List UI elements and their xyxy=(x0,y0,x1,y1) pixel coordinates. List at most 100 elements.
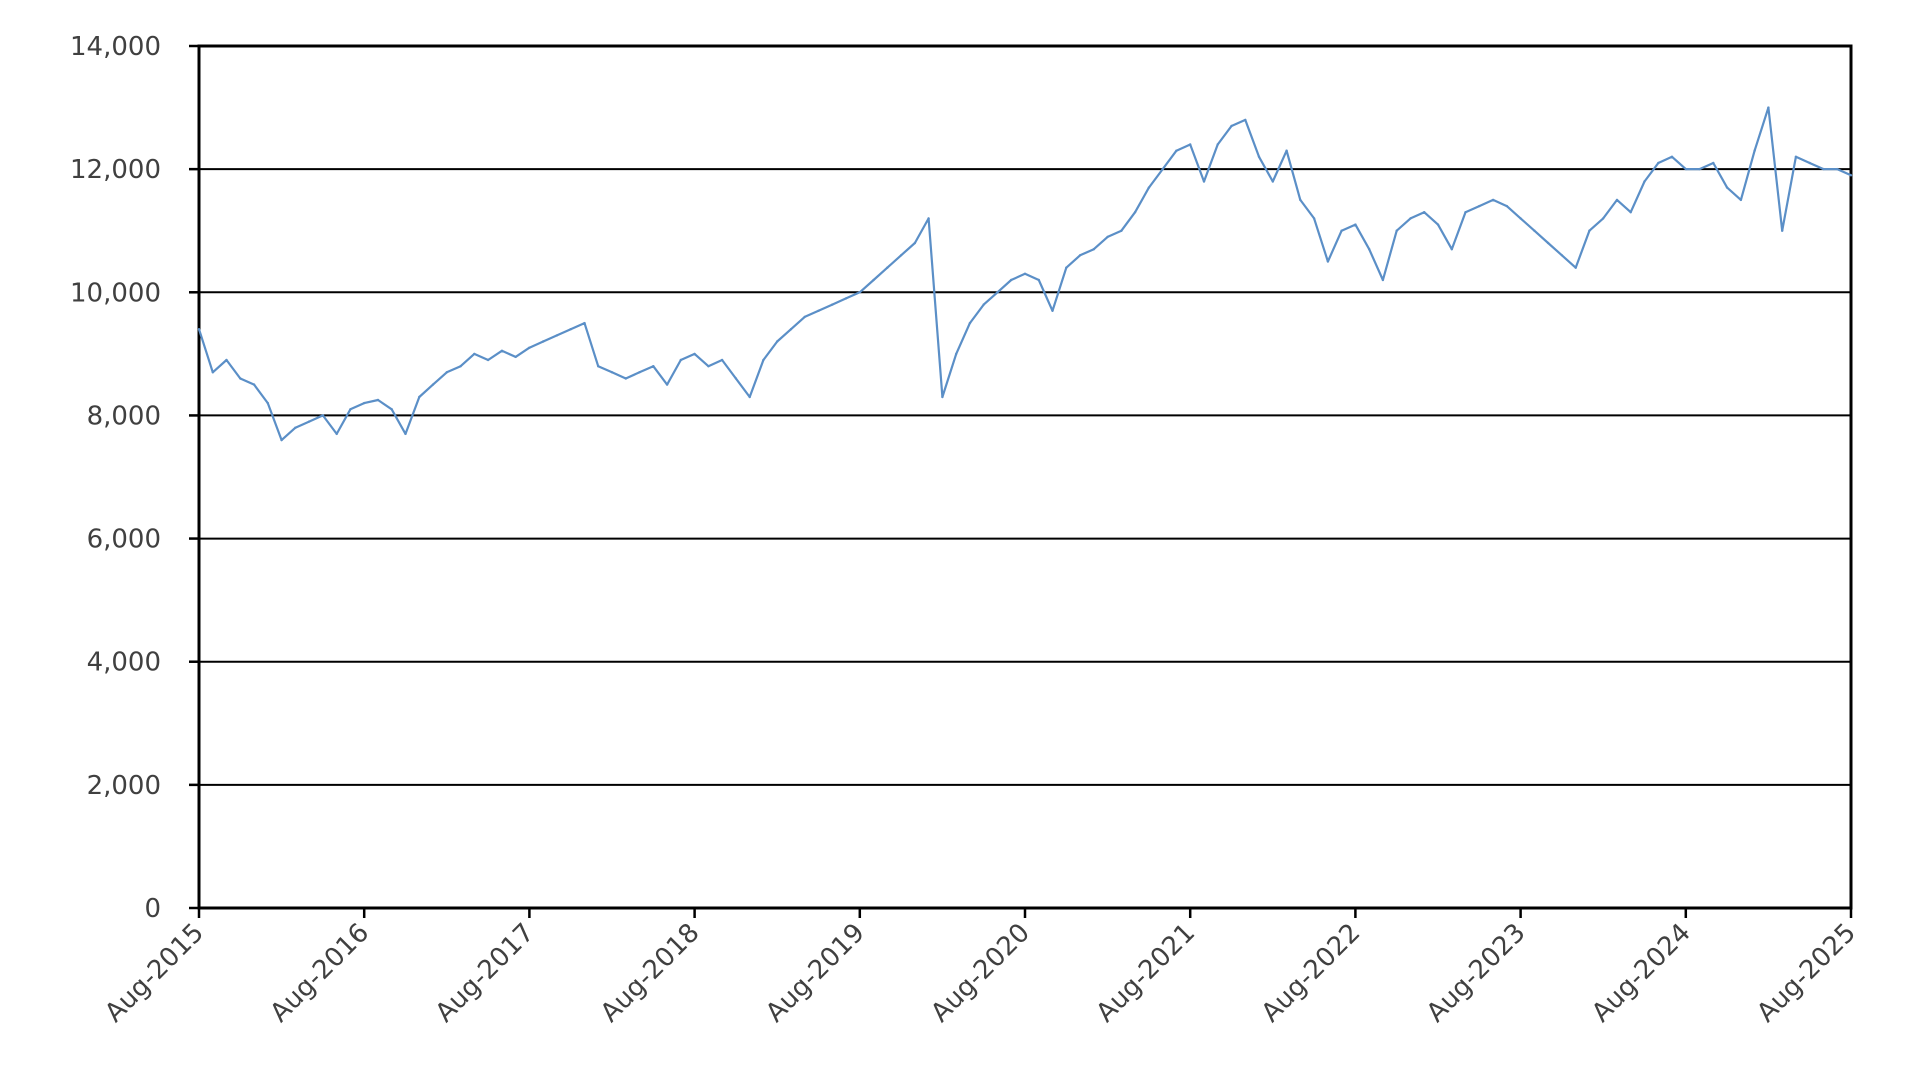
data-point-0-42 xyxy=(776,340,779,343)
data-point-0-32 xyxy=(638,371,641,374)
data-point-0-48 xyxy=(858,291,861,294)
data-point-0-17 xyxy=(431,383,435,386)
data-point-0-90 xyxy=(1436,223,1440,226)
data-point-0-109 xyxy=(1698,167,1701,171)
y-axis-tick-labels: 0 2,000 4,000 6,000 8,000 10,000 12,000 14,000 xyxy=(70,32,161,924)
data-point-0-78 xyxy=(1271,180,1275,183)
data-point-0-53 xyxy=(927,217,930,220)
data-point-0-29 xyxy=(597,365,600,368)
data-point-0-86 xyxy=(1381,278,1385,282)
data-point-0-54 xyxy=(941,395,944,399)
data-point-0-74 xyxy=(1216,143,1219,146)
data-point-0-87 xyxy=(1395,229,1398,232)
y-tick-label-2: 4,000 xyxy=(87,648,161,678)
data-point-0-52 xyxy=(913,241,917,245)
data-point-0-67 xyxy=(1120,229,1123,232)
data-point-0-118 xyxy=(1822,167,1825,171)
data-point-0-97 xyxy=(1533,229,1536,232)
data-point-0-56 xyxy=(968,321,972,325)
x-tick-label-1: Aug-2016 xyxy=(265,918,376,1029)
data-point-0-18 xyxy=(445,371,448,374)
data-point-0-44 xyxy=(803,315,806,319)
data-point-0-15 xyxy=(404,432,407,436)
data-point-0-27 xyxy=(569,328,572,331)
data-point-0-83 xyxy=(1340,229,1343,232)
data-point-0-16 xyxy=(418,395,421,399)
data-point-0-88 xyxy=(1409,217,1412,220)
data-point-0-49 xyxy=(872,278,875,282)
data-point-0-40 xyxy=(748,395,751,399)
data-point-0-72 xyxy=(1189,143,1192,146)
data-point-0-64 xyxy=(1078,254,1082,257)
data-point-0-7 xyxy=(294,426,297,429)
y-tick-label-7: 14,000 xyxy=(70,32,161,62)
data-point-0-94 xyxy=(1491,198,1495,202)
data-point-0-71 xyxy=(1175,149,1178,152)
data-point-0-57 xyxy=(982,303,985,306)
data-point-0-55 xyxy=(955,352,958,356)
data-point-0-8 xyxy=(307,420,311,423)
data-point-0-45 xyxy=(817,309,820,312)
y-tick-label-5: 10,000 xyxy=(70,278,161,308)
data-point-0-98 xyxy=(1546,241,1550,245)
data-point-0-31 xyxy=(624,377,627,380)
data-point-0-20 xyxy=(473,352,476,356)
data-point-0-58 xyxy=(996,291,999,294)
data-point-0-107 xyxy=(1670,155,1674,158)
data-point-0-101 xyxy=(1588,229,1591,232)
data-point-0-100 xyxy=(1574,266,1577,269)
data-point-0-41 xyxy=(762,358,765,362)
data-point-0-59 xyxy=(1010,278,1013,282)
data-point-0-113 xyxy=(1753,149,1756,152)
plot-border xyxy=(197,44,1853,910)
y-tick-label-0: 0 xyxy=(144,894,161,924)
data-point-0-93 xyxy=(1478,204,1481,208)
x-tick-label-10: Aug-2025 xyxy=(1751,918,1862,1029)
data-point-0-84 xyxy=(1354,223,1357,226)
data-point-0-37 xyxy=(707,365,710,368)
data-point-0-34 xyxy=(665,383,669,386)
data-point-0-46 xyxy=(831,303,834,306)
data-point-0-106 xyxy=(1657,161,1660,165)
data-point-0-76 xyxy=(1244,118,1247,122)
x-tick-label-3: Aug-2018 xyxy=(595,918,706,1029)
data-point-0-69 xyxy=(1147,186,1151,189)
data-point-0-75 xyxy=(1230,124,1233,128)
data-point-0-103 xyxy=(1615,198,1619,202)
data-point-0-105 xyxy=(1643,180,1646,183)
x-tick-label-8: Aug-2023 xyxy=(1421,918,1532,1029)
data-point-0-81 xyxy=(1312,217,1316,220)
data-point-0-61 xyxy=(1037,278,1041,282)
x-tick-label-6: Aug-2021 xyxy=(1091,918,1202,1029)
data-point-0-65 xyxy=(1092,248,1096,251)
data-point-0-6 xyxy=(280,438,283,442)
y-tick-label-3: 6,000 xyxy=(87,525,161,555)
data-point-0-4 xyxy=(252,383,256,386)
x-tick-label-0: Aug-2015 xyxy=(99,918,210,1029)
data-point-0-19 xyxy=(459,365,462,368)
data-point-0-24 xyxy=(528,346,531,349)
x-axis-tick-labels: Aug-2015 Aug-2016 Aug-2017 Aug-2018 Aug-2019… xyxy=(99,918,1862,1029)
data-point-0-47 xyxy=(844,297,848,300)
data-point-0-63 xyxy=(1065,266,1068,269)
data-point-0-23 xyxy=(514,355,517,359)
data-point-0-1 xyxy=(211,371,214,374)
data-point-0-35 xyxy=(679,358,682,362)
data-point-0-22 xyxy=(500,349,504,352)
data-point-0-2 xyxy=(225,358,228,362)
data-point-0-120 xyxy=(1849,174,1853,177)
data-point-0-38 xyxy=(720,358,724,362)
data-point-0-12 xyxy=(363,401,366,405)
data-point-0-3 xyxy=(239,377,242,380)
data-point-0-62 xyxy=(1051,309,1054,312)
data-point-0-111 xyxy=(1725,186,1729,189)
data-point-0-10 xyxy=(335,432,338,436)
data-point-0-115 xyxy=(1781,229,1784,232)
data-point-0-30 xyxy=(610,371,614,374)
data-point-0-70 xyxy=(1161,167,1164,171)
data-point-0-117 xyxy=(1808,161,1811,165)
data-point-0-36 xyxy=(693,352,696,356)
data-point-0-43 xyxy=(789,328,793,331)
